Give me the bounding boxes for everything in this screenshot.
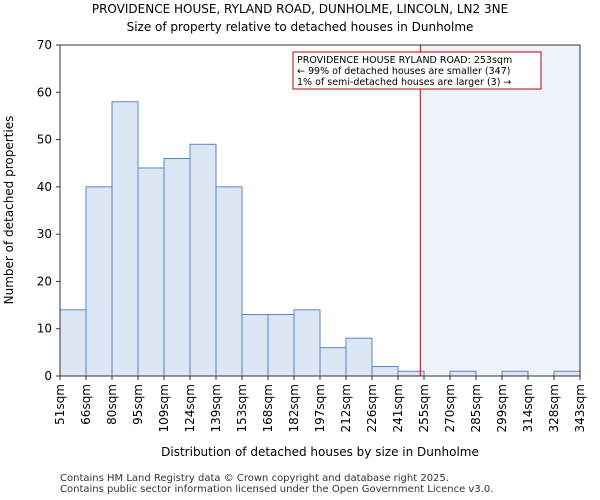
x-tick-label-182sqm: 182sqm (287, 384, 301, 432)
y-tick-label-40: 40 (37, 180, 52, 194)
x-tick-label-80sqm: 80sqm (105, 384, 119, 425)
bar-328sqm (553, 370, 581, 377)
x-tick-label-66sqm: 66sqm (79, 384, 93, 425)
chart-title: PROVIDENCE HOUSE, RYLAND ROAD, DUNHOLME,… (91, 2, 509, 16)
x-axis-label: Distribution of detached houses by size … (161, 445, 479, 459)
annotation-line-3: 1% of semi-detached houses are larger (3… (297, 77, 511, 88)
x-tick-label-314sqm: 314sqm (521, 384, 535, 432)
y-tick-label-50: 50 (37, 133, 52, 147)
x-tick-label-270sqm: 270sqm (443, 384, 457, 432)
x-tick-label-139sqm: 139sqm (209, 384, 223, 432)
plot-frame (59, 44, 581, 377)
bar-212sqm (345, 337, 373, 377)
annotation-line-1: PROVIDENCE HOUSE RYLAND ROAD: 253sqm (297, 55, 512, 66)
bar-95sqm (137, 167, 165, 377)
x-tick-label-226sqm: 226sqm (365, 384, 379, 432)
x-tick-label-343sqm: 343sqm (573, 384, 587, 432)
x-tick-label-197sqm: 197sqm (313, 384, 327, 432)
bar-80sqm (111, 101, 139, 377)
y-tick-label-70: 70 (37, 38, 52, 52)
x-tick-label-153sqm: 153sqm (235, 384, 249, 432)
bar-109sqm (163, 157, 191, 377)
annotation-line-2: ← 99% of detached houses are smaller (34… (297, 66, 510, 77)
chart-subtitle: Size of property relative to detached ho… (126, 20, 474, 34)
x-tick-label-285sqm: 285sqm (469, 384, 483, 432)
x-tick-label-241sqm: 241sqm (391, 384, 405, 432)
bar-124sqm (189, 143, 217, 377)
x-tick-label-168sqm: 168sqm (261, 384, 275, 432)
annotation-box: PROVIDENCE HOUSE RYLAND ROAD: 253sqm ← 9… (292, 51, 542, 90)
bar-270sqm (449, 370, 477, 377)
x-tick-label-124sqm: 124sqm (183, 384, 197, 432)
x-tick-label-95sqm: 95sqm (131, 384, 145, 425)
x-tick-label-212sqm: 212sqm (339, 384, 353, 432)
y-tick-label-20: 20 (37, 274, 52, 288)
bar-66sqm (85, 186, 113, 377)
y-tick-label-30: 30 (37, 227, 52, 241)
bar-168sqm (267, 314, 295, 377)
x-tick-label-109sqm: 109sqm (157, 384, 171, 432)
x-tick-label-328sqm: 328sqm (547, 384, 561, 432)
bar-182sqm (293, 309, 321, 377)
bar-153sqm (241, 314, 269, 377)
y-tick-label-0: 0 (44, 369, 52, 383)
bar-51sqm (59, 309, 87, 377)
y-axis-label: Number of detached properties (2, 116, 16, 305)
footer-copyright: Contains HM Land Registry data © Crown c… (60, 473, 449, 484)
footer-licence: Contains public sector information licen… (60, 484, 494, 495)
bar-299sqm (501, 370, 529, 377)
y-tick-label-60: 60 (37, 85, 52, 99)
x-tick-label-51sqm: 51sqm (53, 384, 67, 425)
x-tick-label-299sqm: 299sqm (495, 384, 509, 432)
highlight-region (420, 45, 580, 376)
y-tick-label-10: 10 (37, 322, 52, 336)
bar-139sqm (215, 186, 243, 377)
x-tick-label-255sqm: 255sqm (417, 384, 431, 432)
bar-226sqm (371, 366, 399, 377)
bar-197sqm (319, 347, 347, 377)
